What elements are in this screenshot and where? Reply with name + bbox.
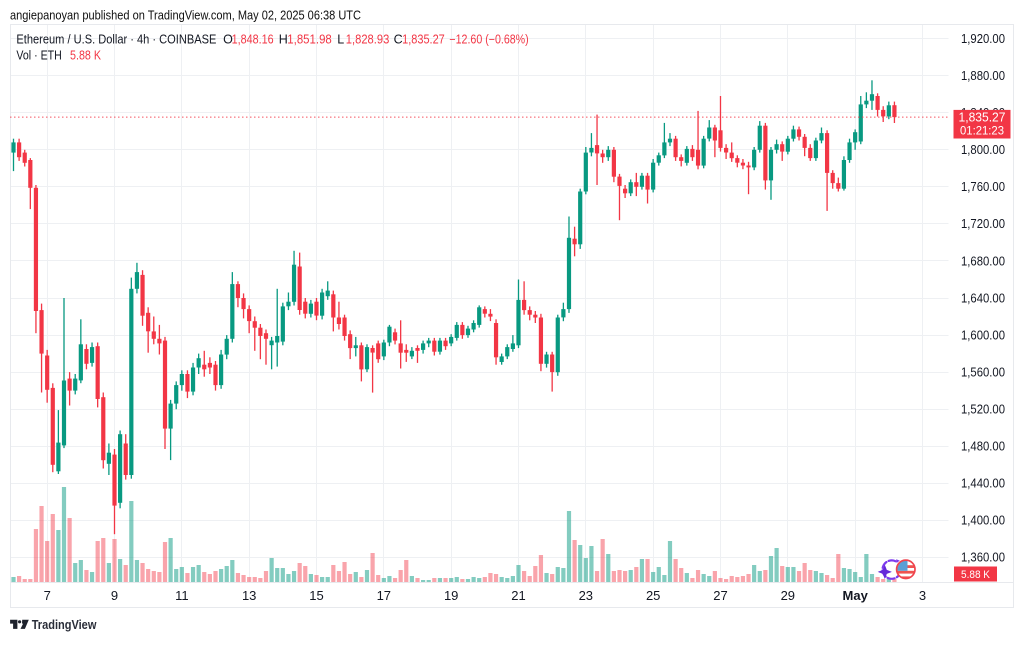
svg-text:19: 19: [444, 588, 458, 603]
svg-text:1,835.27: 1,835.27: [402, 33, 445, 47]
svg-text:15: 15: [309, 588, 323, 603]
svg-text:29: 29: [781, 588, 795, 603]
svg-text:7: 7: [44, 588, 51, 603]
svg-text:1,360.00: 1,360.00: [961, 550, 1005, 565]
svg-text:1,800.00: 1,800.00: [961, 142, 1005, 157]
svg-text:1,720.00: 1,720.00: [961, 216, 1005, 231]
svg-text:21: 21: [511, 588, 525, 603]
svg-text:1,480.00: 1,480.00: [961, 439, 1005, 454]
svg-text:17: 17: [377, 588, 391, 603]
svg-text:TradingView: TradingView: [32, 617, 97, 632]
svg-text:1,680.00: 1,680.00: [961, 253, 1005, 268]
svg-text:Vol · ETH: Vol · ETH: [16, 49, 61, 63]
svg-text:Ethereum / U.S. Dollar · 4h ·: Ethereum / U.S. Dollar · 4h · COINBASE: [16, 33, 216, 47]
svg-text:1,520.00: 1,520.00: [961, 402, 1005, 417]
svg-text:1,600.00: 1,600.00: [961, 327, 1005, 342]
svg-text:3: 3: [919, 588, 926, 603]
svg-text:H: H: [279, 33, 288, 47]
svg-text:1,880.00: 1,880.00: [961, 68, 1005, 83]
svg-text:5.88 K: 5.88 K: [70, 49, 102, 63]
svg-text:5.88 K: 5.88 K: [961, 569, 991, 581]
svg-text:11: 11: [175, 588, 189, 603]
svg-text:1,640.00: 1,640.00: [961, 290, 1005, 305]
svg-text:1,835.27: 1,835.27: [959, 111, 1006, 125]
svg-text:May: May: [843, 588, 869, 603]
svg-text:13: 13: [242, 588, 256, 603]
svg-text:25: 25: [646, 588, 660, 603]
svg-text:1,400.00: 1,400.00: [961, 513, 1005, 528]
svg-text:1,828.93: 1,828.93: [346, 33, 390, 47]
svg-text:1,848.16: 1,848.16: [232, 33, 274, 47]
svg-text:23: 23: [579, 588, 593, 603]
svg-text:1,920.00: 1,920.00: [961, 31, 1005, 46]
svg-text:L: L: [337, 33, 344, 47]
svg-text:27: 27: [713, 588, 727, 603]
svg-text:01:21:23: 01:21:23: [960, 125, 1004, 137]
svg-text:1,440.00: 1,440.00: [961, 476, 1005, 491]
svg-text:1,760.00: 1,760.00: [961, 179, 1005, 194]
svg-text:angiepanoyan published on Trad: angiepanoyan published on TradingView.co…: [10, 9, 361, 23]
svg-text:−12.60 (−0.68%): −12.60 (−0.68%): [449, 33, 528, 47]
svg-text:O: O: [223, 33, 233, 47]
svg-text:9: 9: [111, 588, 118, 603]
svg-text:1,851.98: 1,851.98: [287, 33, 332, 47]
svg-text:C: C: [394, 33, 403, 47]
svg-text:1,560.00: 1,560.00: [961, 364, 1005, 379]
